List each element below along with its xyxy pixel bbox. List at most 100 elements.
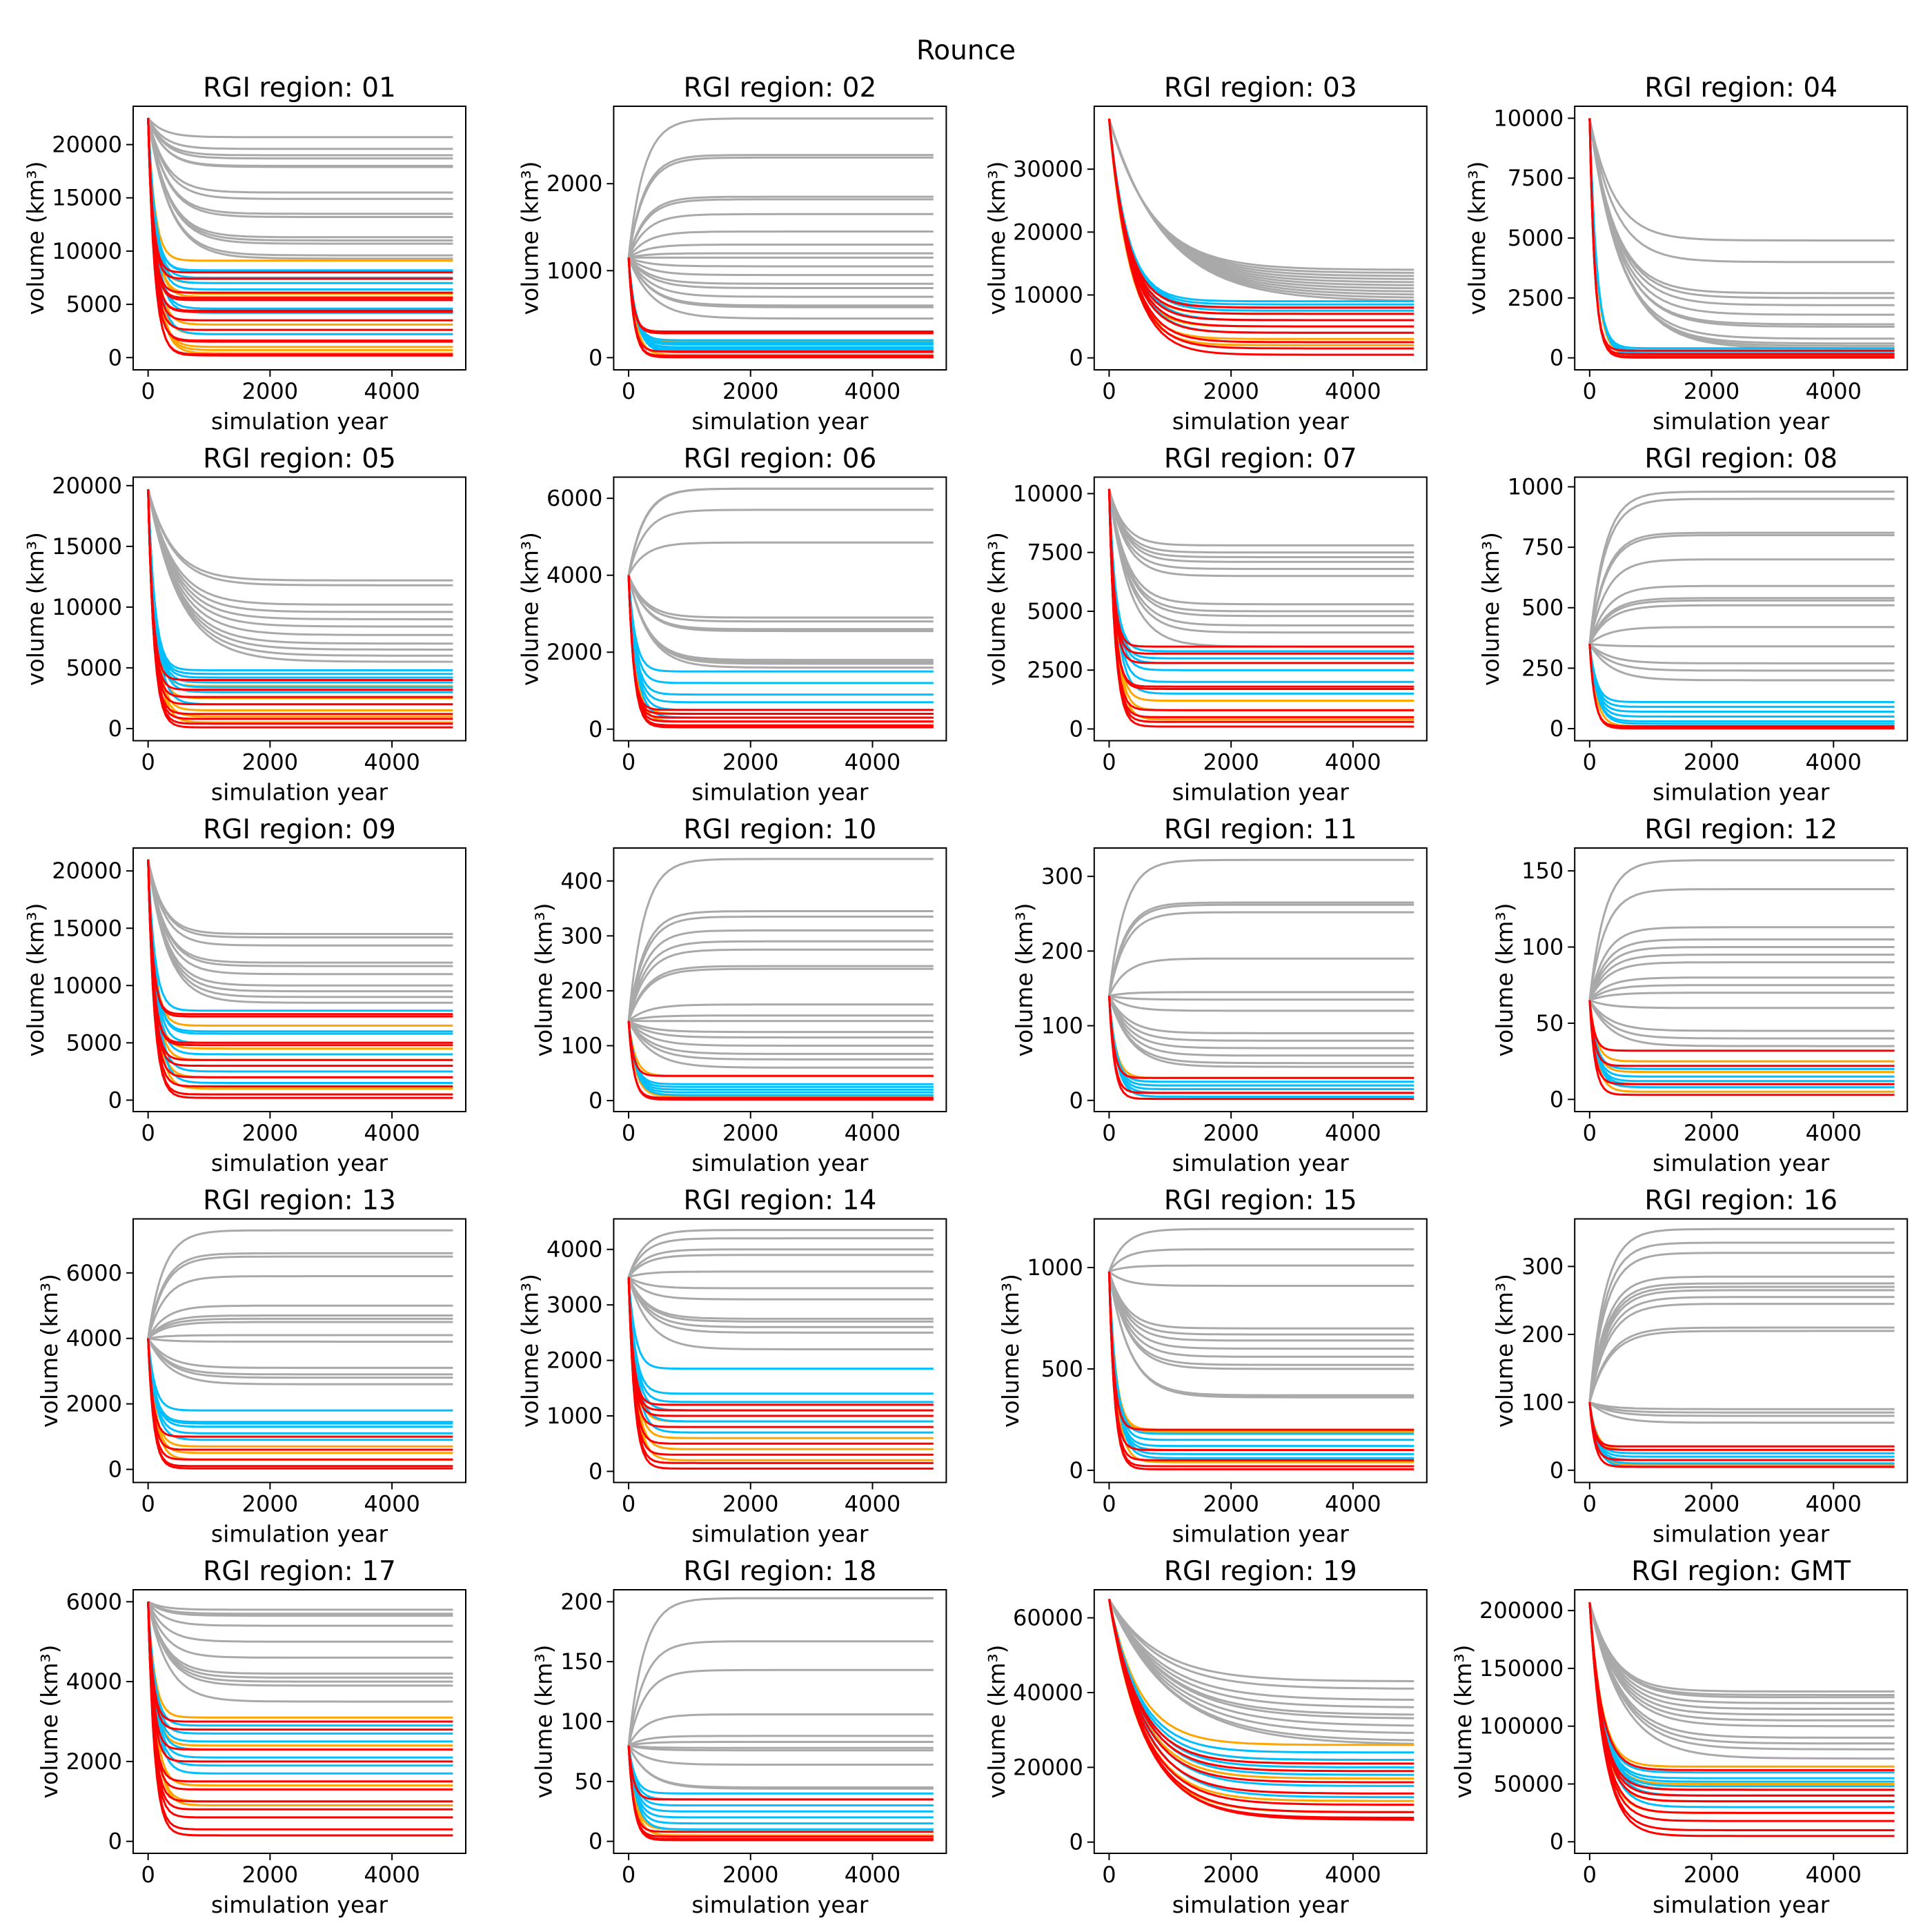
y-axis-label: volume (km³) (22, 903, 49, 1057)
x-tick-label: 2000 (722, 1120, 778, 1146)
gray-series-line (1588, 118, 1895, 345)
gray-series-line (1107, 911, 1414, 996)
red-series-line (1107, 1271, 1414, 1431)
y-tick-label: 0 (1550, 1086, 1564, 1112)
blue-series-line (627, 1276, 934, 1370)
y-tick-label: 4000 (546, 562, 602, 589)
orange-series-line (147, 1601, 453, 1719)
y-tick-label: 1000 (546, 257, 602, 284)
y-tick-label: 4000 (66, 1325, 122, 1352)
subplot-title: RGI region: 17 (203, 1556, 396, 1587)
gray-series-line (147, 489, 453, 657)
y-tick-label: 15000 (52, 533, 122, 560)
y-tick-label: 20000 (1013, 219, 1083, 245)
gray-series-line (1107, 1271, 1414, 1370)
x-tick-label: 0 (1102, 1120, 1116, 1146)
blue-series-line (1588, 118, 1895, 357)
y-tick-label: 0 (1550, 716, 1564, 742)
gray-series-line (1589, 999, 1895, 1009)
gray-series-line (147, 859, 453, 993)
gray-series-line (147, 1252, 453, 1339)
blue-series-line (147, 489, 453, 676)
x-tick-label: 4000 (845, 1862, 900, 1888)
y-tick-label: 6000 (66, 1588, 122, 1615)
gray-series-line (1108, 995, 1414, 1034)
gray-series-line (1108, 995, 1414, 1057)
gray-series-line (1588, 1241, 1895, 1403)
orange-series-line (1107, 1271, 1414, 1431)
gray-series-line (627, 487, 934, 576)
x-tick-label: 4000 (1325, 1862, 1381, 1888)
gray-series-line (147, 117, 453, 168)
x-tick-label: 0 (1102, 1491, 1116, 1517)
gray-series-line (1108, 1248, 1414, 1272)
red-series-line (1588, 1000, 1895, 1052)
x-tick-label: 4000 (845, 1120, 900, 1146)
gray-series-line (628, 257, 934, 285)
gray-series-line (627, 929, 934, 1022)
gray-series-line (1588, 118, 1895, 347)
x-tick-label: 2000 (722, 378, 778, 404)
x-tick-label: 4000 (1325, 1120, 1381, 1146)
gray-series-line (147, 1337, 453, 1369)
gray-series-line (627, 195, 934, 258)
subplot-7: 0 2000 4000 0 2500 5000 7500 10000 RGI region: 0… (983, 444, 1428, 806)
subplot-title: RGI region: 01 (203, 72, 396, 103)
x-tick-label: 0 (1583, 1862, 1597, 1888)
y-tick-label: 200000 (1479, 1597, 1564, 1624)
y-tick-label: 1000 (1027, 1254, 1083, 1281)
orange-series-line (1588, 118, 1895, 352)
red-series-line (627, 1745, 934, 1842)
y-tick-label: 2000 (546, 170, 602, 197)
gray-series-line (147, 859, 453, 938)
subplot-title: RGI region: 03 (1164, 72, 1357, 103)
gray-series-line (1589, 1401, 1895, 1410)
axes-frame (613, 847, 947, 1112)
x-axis-label: simulation year (1172, 1891, 1350, 1918)
gray-series-line (1108, 489, 1414, 558)
gray-series-line (147, 859, 453, 1004)
y-tick-label: 3000 (546, 1292, 602, 1318)
y-tick-label: 500 (1521, 595, 1564, 621)
gray-series-line (627, 257, 934, 298)
gray-series-line (627, 575, 934, 665)
subplot-title: RGI region: 09 (203, 814, 396, 845)
gray-series-line (628, 1741, 934, 1747)
y-tick-label: 400 (560, 868, 602, 894)
y-tick-label: 2500 (1508, 285, 1564, 311)
blue-series-line (627, 1745, 934, 1801)
x-axis-label: simulation year (691, 1891, 869, 1918)
y-tick-label: 50 (1535, 1010, 1564, 1036)
gray-series-line (147, 859, 453, 936)
series-lines (1588, 1228, 1895, 1468)
subplot-5: 0 2000 4000 0 5000 10000 15000 20000 RGI region:… (22, 444, 466, 806)
subplot-1: 0 2000 4000 0 5000 10000 15000 20000 RGI region:… (22, 72, 466, 435)
red-series-line (627, 1276, 934, 1470)
gray-series-line (627, 575, 934, 669)
y-tick-label: 50000 (1493, 1771, 1564, 1797)
red-series-line (1107, 489, 1414, 718)
y-axis-label: volume (km³) (1477, 532, 1504, 686)
gray-series-line (1108, 991, 1414, 997)
blue-series-line (147, 859, 453, 1044)
series-lines (1588, 1601, 1895, 1837)
red-series-line (1107, 118, 1414, 356)
y-tick-label: 15000 (52, 915, 122, 941)
y-tick-label: 15000 (52, 185, 122, 211)
subplot-title: RGI region: 05 (203, 444, 396, 475)
series-lines (147, 859, 453, 1099)
subplot-title: RGI region: 13 (203, 1185, 396, 1216)
y-tick-label: 0 (589, 344, 602, 371)
gray-series-line (627, 1597, 934, 1746)
y-tick-label: 150 (560, 1648, 602, 1675)
x-tick-label: 4000 (364, 1120, 420, 1146)
gray-series-line (627, 541, 934, 576)
gray-series-line (1107, 489, 1414, 578)
subplot-3: 0 2000 4000 0 10000 20000 30000 RGI region: 03 s… (983, 72, 1428, 435)
gray-series-line (1588, 1330, 1895, 1403)
series-lines (627, 858, 934, 1101)
blue-series-line (627, 1745, 934, 1819)
gray-series-line (1588, 118, 1895, 316)
